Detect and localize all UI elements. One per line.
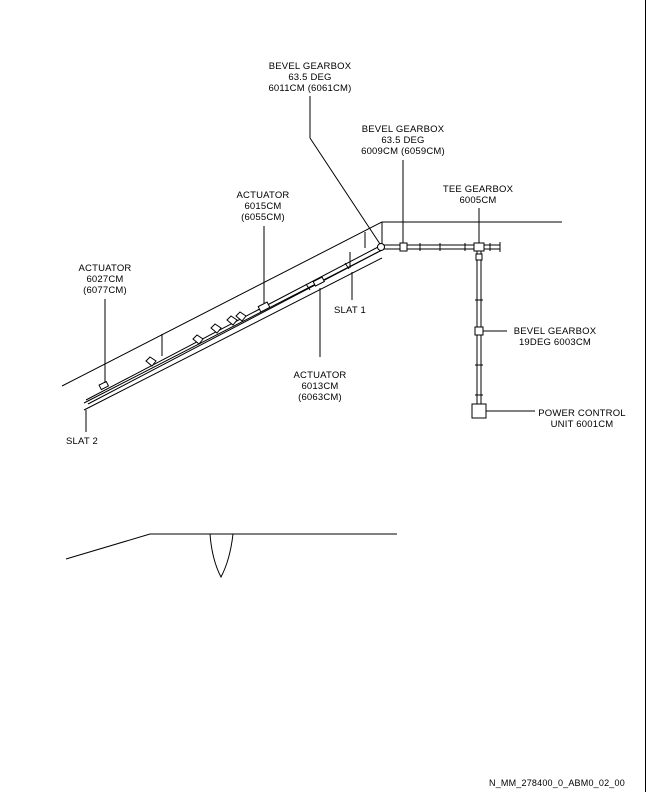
figure-id: N_MM_278400_0_ABM0_02_00 [489, 778, 625, 788]
slat-outline-inner [83, 251, 379, 404]
actuator-6013-icon [312, 276, 326, 287]
label-slat-1: SLAT 1 [334, 305, 367, 316]
slat-lower-edge [83, 257, 383, 411]
lower-outline-left [65, 533, 151, 560]
coupling-d3 [210, 323, 222, 334]
coupling-d1 [145, 356, 157, 367]
actuator-6015-icon [257, 301, 271, 313]
bevel-gearbox-6009-icon [399, 242, 408, 252]
leader-bevel-6011b [309, 137, 381, 245]
coupling-d5 [235, 311, 247, 322]
label-slat-2: SLAT 2 [66, 436, 99, 447]
engine-pylon-outline [209, 533, 234, 579]
coupling-d7 [344, 262, 350, 270]
bevel-gearbox-6003-icon [474, 326, 484, 336]
power-control-unit-icon [471, 403, 487, 419]
coupling-d6 [305, 283, 311, 291]
label-bevel-gearbox-6009: BEVEL GEARBOX 63.5 DEG 6009CM (6059CM) [361, 124, 445, 157]
coupling-v1 [475, 253, 483, 261]
torque-tube-diagonal-2 [87, 249, 383, 405]
tee-gearbox-icon [473, 242, 485, 252]
label-actuator-6015: ACTUATOR 6015CM (6055CM) [236, 190, 290, 223]
actuator-6027-icon [98, 380, 110, 391]
wing-leading-edge-upper [61, 221, 383, 387]
label-tee-gearbox: TEE GEARBOX 6005CM [442, 184, 514, 206]
bevel-gearbox-6011-icon [377, 243, 385, 251]
page-right-border [645, 0, 646, 792]
label-actuator-6013: ACTUATOR 6013CM (6063CM) [293, 370, 347, 403]
coupling-d4 [226, 315, 238, 326]
coupling-d2 [192, 334, 204, 345]
label-bevel-gearbox-6011: BEVEL GEARBOX 63.5 DEG 6011CM (6061CM) [268, 61, 352, 94]
label-bevel-gearbox-6003: BEVEL GEARBOX 19DEG 6003CM [513, 326, 597, 348]
label-power-control-unit: POWER CONTROL UNIT 6001CM [538, 408, 626, 430]
label-actuator-6027: ACTUATOR 6027CM (6077CM) [78, 263, 132, 296]
